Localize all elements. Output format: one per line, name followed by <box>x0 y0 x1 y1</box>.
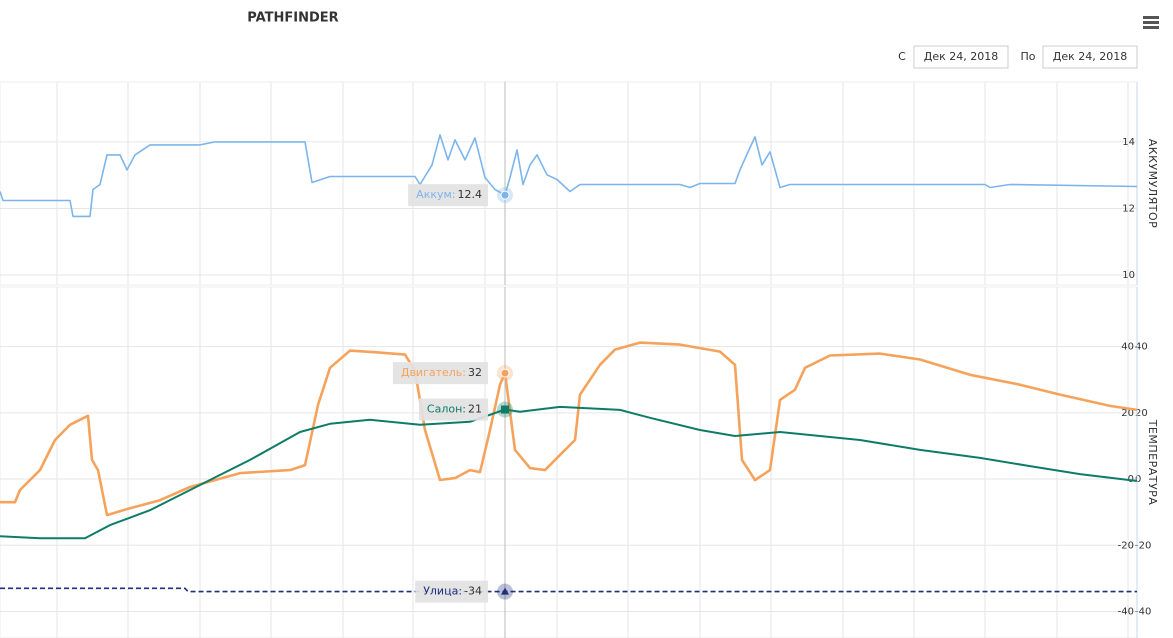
y-tick-label: 40 <box>1121 342 1134 353</box>
tooltip-value: 21 <box>468 403 482 416</box>
plot-border <box>0 286 1138 638</box>
y2-tick-label: -40 <box>1135 607 1151 618</box>
series-line <box>0 341 1138 517</box>
app-title: PATHFINDER <box>247 11 338 26</box>
tooltip-value: 12.4 <box>458 188 483 201</box>
tooltip-value: 32 <box>468 366 482 379</box>
y-tick-label: 20 <box>1121 408 1134 419</box>
y-axis-title: АККУМУЛЯТОР <box>1146 139 1159 228</box>
tooltip-label: Двигатель: <box>401 366 466 379</box>
series-line <box>0 134 1138 218</box>
tooltip-label: Улица: <box>423 585 462 598</box>
menu-bar <box>1143 16 1159 19</box>
series-line <box>0 587 1137 593</box>
tooltip-label: Салон: <box>427 403 466 416</box>
tooltip-box <box>392 362 488 385</box>
series-line <box>0 405 1138 540</box>
tooltip-box <box>418 398 488 421</box>
y2-tick-label: 20 <box>1135 408 1148 419</box>
y-tick-label: 10 <box>1122 270 1135 281</box>
y-tick-label: -20 <box>1118 540 1134 551</box>
tooltip-label: Аккум: <box>416 188 455 201</box>
to-date: Дек 24, 2018 <box>1053 50 1128 63</box>
menu-button[interactable] <box>1143 16 1159 29</box>
tooltip-text: Аккум: 12.4 <box>416 188 482 201</box>
from-date-input[interactable] <box>913 45 1009 69</box>
tooltip-box <box>415 580 488 603</box>
menu-bar <box>1143 26 1159 29</box>
menu-bar <box>1143 21 1159 24</box>
to-label: По <box>1020 50 1035 63</box>
hover-marker <box>500 190 510 200</box>
tooltip: Аккум: 12.4 <box>408 184 488 207</box>
y-tick-label: -40 <box>1118 607 1134 618</box>
tooltip: Салон: 21 <box>418 398 488 421</box>
to-date-input[interactable] <box>1042 45 1138 69</box>
from-label: С <box>898 50 906 63</box>
tooltip-box <box>408 184 488 207</box>
from-date: Дек 24, 2018 <box>924 50 999 63</box>
y2-tick-label: -20 <box>1135 540 1151 551</box>
y2-tick-label: 0 <box>1135 474 1141 485</box>
tooltip: Двигатель: 32 <box>392 362 488 385</box>
tooltip-text: Улица: -34 <box>423 585 482 598</box>
hover-marker <box>500 368 510 378</box>
tooltip: Улица: -34 <box>415 580 488 603</box>
y2-tick-label: 40 <box>1135 342 1148 353</box>
hover-marker <box>501 587 509 595</box>
y-axis-title: ТЕМПЕРАТУРА <box>1146 419 1159 506</box>
tooltip-text: Двигатель: 32 <box>401 366 482 379</box>
y-tick-label: 12 <box>1122 203 1135 214</box>
y-tick-label: 14 <box>1122 137 1135 148</box>
tooltip-text: Салон: 21 <box>427 403 482 416</box>
plot-border <box>0 81 1138 286</box>
tooltip-value: -34 <box>464 585 482 598</box>
hover-marker <box>501 405 509 414</box>
